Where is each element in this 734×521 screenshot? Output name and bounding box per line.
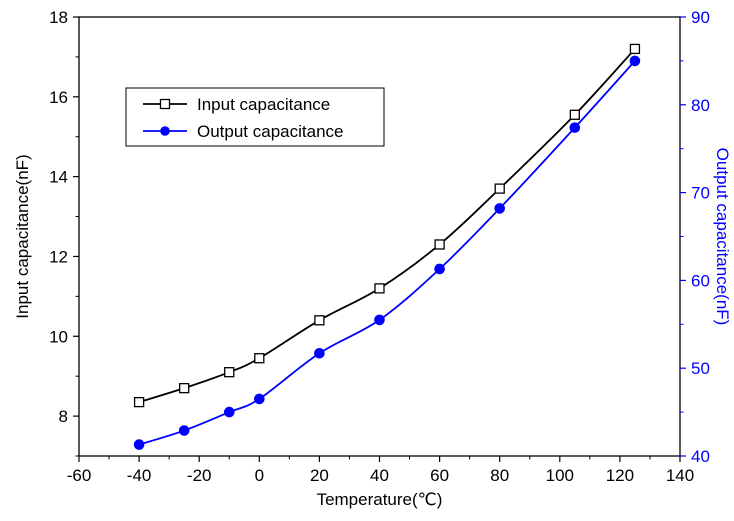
left-y-axis-label: Input capacitance(nF) bbox=[13, 154, 32, 318]
data-point-circle bbox=[374, 314, 385, 326]
x-tick-label: 40 bbox=[370, 466, 389, 485]
data-point-square bbox=[494, 183, 505, 194]
data-point-square bbox=[133, 396, 145, 408]
left-y-tick-label: 14 bbox=[49, 168, 68, 187]
legend-box bbox=[125, 87, 385, 147]
data-point-circle bbox=[494, 203, 506, 214]
data-point-circle bbox=[223, 406, 235, 418]
series-line-2 bbox=[138, 60, 636, 446]
series-layer bbox=[133, 43, 641, 450]
legend-marker-square bbox=[159, 98, 171, 110]
left-y-tick-label: 12 bbox=[49, 247, 68, 266]
legend-entries: Input capacitance Output capacitance bbox=[143, 95, 343, 141]
x-tick-label: 20 bbox=[310, 466, 329, 485]
x-tick-label: 80 bbox=[490, 466, 509, 485]
legend-marker-circle bbox=[160, 126, 170, 136]
data-point-square bbox=[254, 353, 265, 364]
left-y-tick-label: 16 bbox=[49, 88, 68, 107]
right-y-tick-label: 50 bbox=[691, 359, 710, 378]
legend-label-2: Output capacitance bbox=[197, 122, 343, 141]
x-tick-label: 0 bbox=[255, 466, 264, 485]
left-y-tick-label: 8 bbox=[59, 407, 68, 426]
series-line-1 bbox=[138, 48, 636, 403]
x-tick-label: 140 bbox=[666, 466, 694, 485]
right-y-tick-label: 80 bbox=[691, 96, 710, 115]
x-tick-label: 100 bbox=[546, 466, 574, 485]
legend: Input capacitance Output capacitance bbox=[125, 87, 385, 147]
ticks-layer: -60 -40 -20 0 20 40 60 80 100 120 140 8 10 12 14 16 18 40… bbox=[49, 8, 710, 485]
data-point-square bbox=[314, 315, 325, 326]
data-point-square bbox=[374, 283, 385, 294]
legend-label-1: Input capacitance bbox=[197, 95, 330, 114]
right-y-tick-label: 40 bbox=[691, 447, 710, 466]
data-point-circle bbox=[178, 425, 190, 436]
x-tick-label: -60 bbox=[67, 466, 92, 485]
x-tick-label: -40 bbox=[127, 466, 152, 485]
x-tick-label: -20 bbox=[187, 466, 212, 485]
right-y-axis-label: Output capacitance(nF) bbox=[713, 148, 732, 326]
data-point-circle bbox=[253, 393, 265, 405]
x-axis-label: Temperature(℃) bbox=[317, 490, 443, 509]
right-y-tick-label: 70 bbox=[691, 184, 710, 203]
data-point-square bbox=[224, 367, 235, 378]
plot-frame bbox=[78, 16, 681, 457]
left-y-tick-label: 18 bbox=[49, 8, 68, 27]
data-point-square bbox=[179, 383, 190, 394]
x-tick-label: 120 bbox=[606, 466, 634, 485]
data-point-circle bbox=[434, 263, 445, 275]
right-y-tick-label: 90 bbox=[691, 8, 710, 27]
right-y-tick-label: 60 bbox=[691, 271, 710, 290]
x-tick-label: 60 bbox=[430, 466, 449, 485]
data-point-square bbox=[629, 43, 641, 55]
data-point-circle bbox=[569, 122, 581, 133]
left-y-tick-label: 10 bbox=[49, 327, 68, 346]
data-point-square bbox=[434, 239, 445, 250]
data-point-circle bbox=[314, 347, 325, 359]
data-point-square bbox=[569, 109, 580, 120]
data-point-circle bbox=[133, 439, 145, 450]
data-point-circle bbox=[629, 55, 641, 67]
